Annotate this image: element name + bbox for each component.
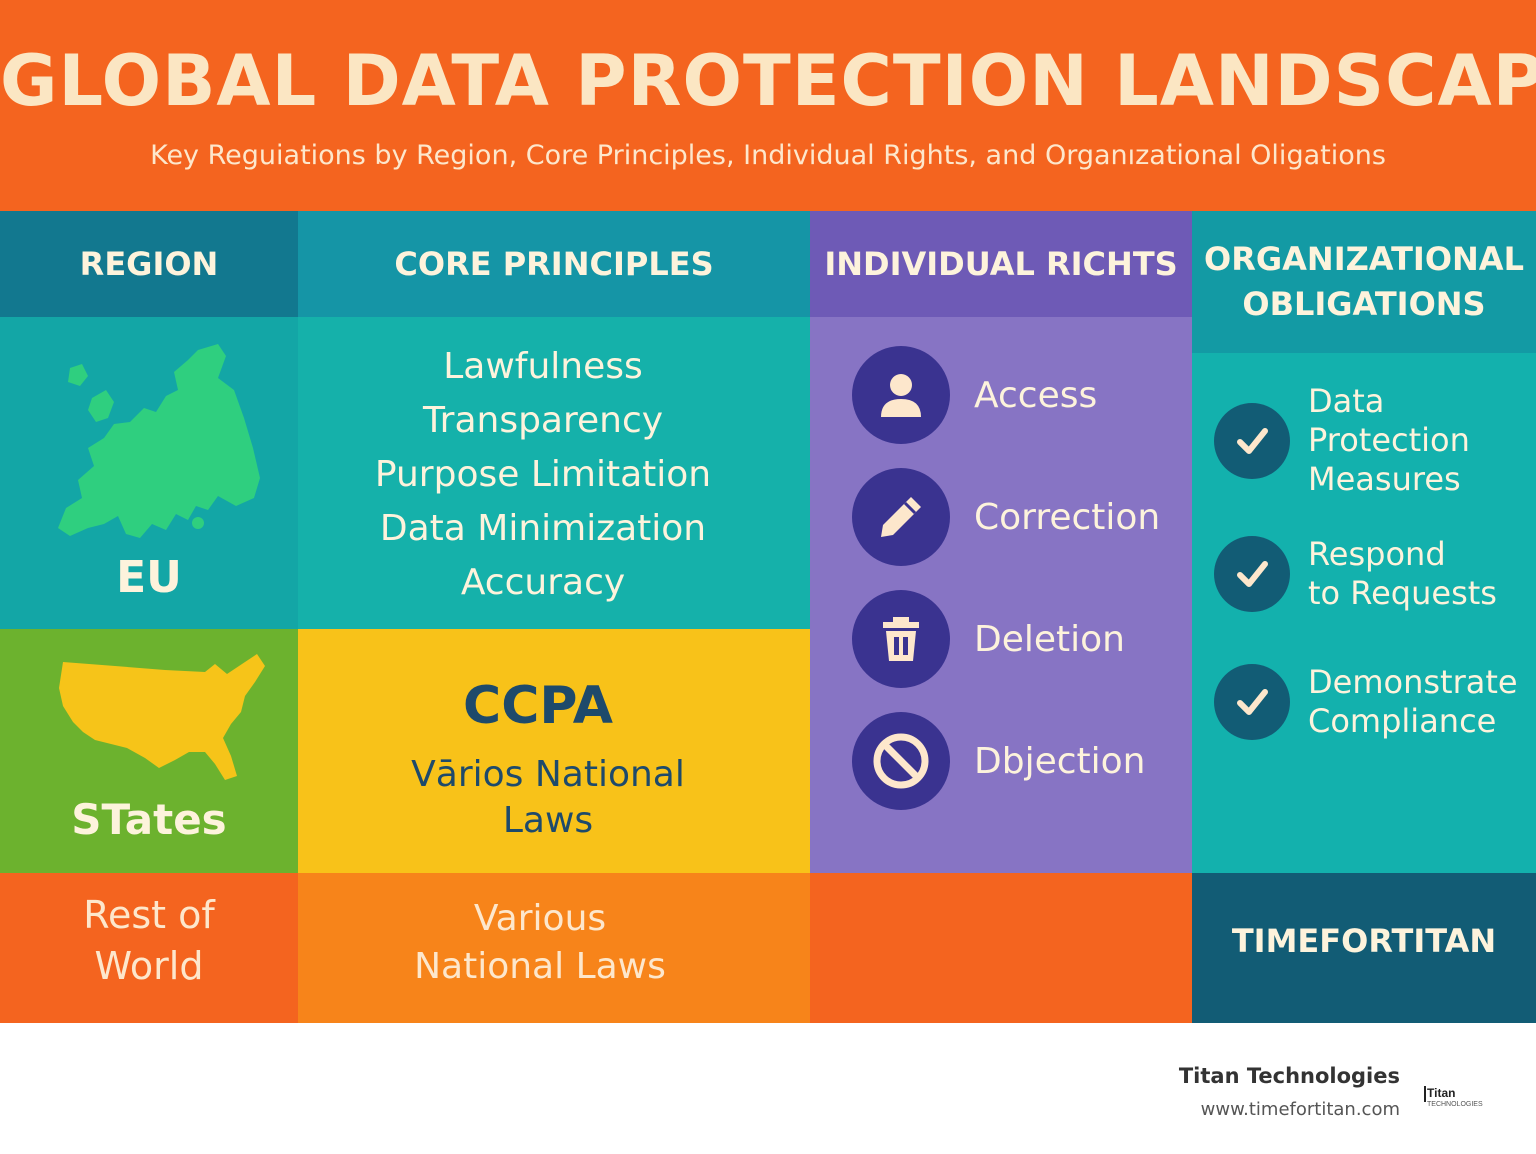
obligation-line: Data [1308,382,1385,420]
rest-region-cell [0,873,298,1023]
column-header-core-principles: CORE PRINCIPLES [298,211,810,317]
rest-region-label: Rest of World [0,890,298,992]
column-header-region: REGION [0,211,298,317]
rest-label-line-1: Rest of [83,893,215,937]
eu-region-label: EU [116,552,182,603]
obligation-line: Demonstrate [1308,663,1518,701]
right-item-correction: Correction [852,468,1192,566]
right-label: Deletion [974,618,1125,660]
obligation-line: Measures [1308,460,1461,498]
obligation-item-compliance: Demonstrate Compliance [1214,663,1536,741]
right-item-access: Access [852,346,1192,444]
obligation-line: Compliance [1308,702,1497,740]
obligation-line: Protection [1308,421,1470,459]
obligation-line: to Requests [1308,574,1497,612]
usa-map-icon [59,654,265,780]
principle-item: Lawfulness [443,346,643,387]
right-label: Correction [974,496,1161,538]
principle-item: Accuracy [460,562,626,603]
right-item-objection: Dbjection [852,712,1192,810]
us-laws-line-2: Laws [502,800,594,841]
no-entry-icon [852,712,950,810]
brand-cell [1192,873,1536,1023]
principle-item: Purpose Limitation [374,454,712,495]
brand-cell-label: TIMEFORTITAN [1231,922,1497,960]
obligations-header-line-2: OBLIGATIONS [1242,285,1486,323]
rest-laws-line-2: National Laws [414,946,666,987]
us-laws-line-1: Vārios National [411,754,685,795]
principle-item: Transparency [422,400,664,441]
footer-company-name: Titan Technologies [1178,1064,1400,1088]
rest-core-cell [298,873,810,1023]
europe-map-icon [58,344,260,538]
svg-text:TECHNOLOGIES: TECHNOLOGIES [1427,1101,1483,1108]
obligations-header-line-1: ORGANIZATIONAL [1204,240,1524,279]
page-title: GLOBAL DATA PROTECTION LANDSCAPE [0,40,1536,122]
obligation-item-respond: Respond to Requests [1214,535,1536,613]
right-label: Dbjection [974,740,1146,782]
obligation-label: Respond to Requests [1308,535,1497,613]
svg-text:Titan: Titan [1427,1086,1455,1100]
pencil-icon [852,468,950,566]
rest-laws-line-1: Various [473,898,607,939]
person-icon [852,346,950,444]
rest-national-laws: Various National Laws [298,895,782,991]
check-icon [1214,402,1290,479]
obligation-line: Respond [1308,535,1446,573]
header-banner [0,0,1536,211]
us-national-laws: Vārios National Laws [298,752,798,844]
right-item-deletion: Deletion [852,590,1192,688]
trash-icon [852,590,950,688]
titan-logo: Titan TECHNOLOGIES [1424,1086,1483,1108]
obligation-label: Demonstrate Compliance [1308,663,1518,741]
eu-core-principles-cell [298,317,810,629]
us-region-label: STates [71,795,227,844]
check-icon [1214,536,1290,612]
rest-label-line-2: World [94,944,204,988]
page-subtitle: Key Reguiations by Region, Core Principl… [150,140,1386,171]
principle-item: Data Minimization [379,508,707,549]
rest-rights-cell [810,873,1192,1023]
check-icon [1214,664,1290,740]
core-principles-list: Lawfulness Transparency Purpose Limitati… [298,340,788,610]
column-header-individual-rights: INDIVIDUAL RICHTS [810,211,1192,317]
right-label: Access [974,374,1098,416]
ccpa-law-label: CCPA [463,676,613,736]
column-header-obligations: ORGANIZATIONAL OBLIGATIONS [1192,211,1536,353]
footer-url[interactable]: www.timefortitan.com [1200,1099,1400,1120]
obligation-label: Data Protection Measures [1308,382,1470,499]
obligation-item-data-protection: Data Protection Measures [1214,382,1536,499]
us-core-cell [298,629,810,873]
